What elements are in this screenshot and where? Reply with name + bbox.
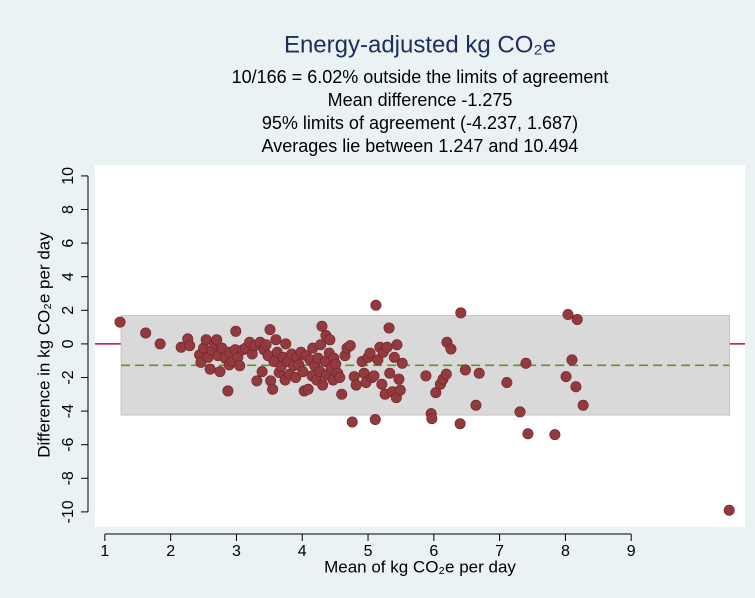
point: [459, 364, 471, 376]
point: [315, 339, 327, 351]
point: [270, 334, 282, 346]
point: [368, 370, 380, 382]
point: [549, 429, 561, 441]
point: [440, 368, 452, 380]
point: [520, 357, 532, 369]
x-tick-label: 3: [232, 543, 241, 560]
point: [571, 314, 583, 326]
point: [372, 354, 384, 366]
point: [384, 367, 396, 379]
point: [316, 320, 328, 332]
y-tick-label: -2: [60, 370, 77, 384]
point: [302, 383, 314, 395]
point: [514, 406, 526, 418]
point: [290, 371, 302, 383]
point: [560, 371, 572, 383]
point: [381, 341, 393, 353]
y-axis-label: Difference in kg CO₂e per day: [34, 232, 53, 458]
point: [251, 375, 263, 387]
x-axis-label: Mean of kg CO₂e per day: [324, 557, 516, 576]
point: [346, 416, 358, 428]
point: [391, 339, 403, 351]
point: [256, 366, 268, 378]
point: [184, 340, 196, 352]
point: [396, 357, 408, 369]
x-tick-label: 1: [100, 543, 109, 560]
point: [317, 379, 329, 391]
subtitle: 10/166 = 6.02% outside the limits of agr…: [232, 67, 609, 87]
point: [445, 343, 457, 355]
point: [370, 299, 382, 311]
point: [473, 367, 485, 379]
point: [204, 363, 216, 375]
point: [577, 399, 589, 411]
point: [570, 381, 582, 393]
x-tick-label: 5: [364, 543, 373, 560]
point: [376, 378, 388, 390]
point: [330, 358, 342, 370]
point: [280, 338, 292, 350]
point: [430, 387, 442, 399]
point: [562, 309, 574, 321]
point: [364, 347, 376, 359]
point: [522, 428, 534, 440]
point: [455, 307, 467, 319]
point: [234, 360, 246, 372]
point: [501, 377, 513, 389]
point: [454, 418, 466, 430]
point: [297, 366, 309, 378]
y-tick-label: -10: [60, 500, 77, 523]
point: [383, 322, 395, 334]
point: [393, 373, 405, 385]
point: [114, 316, 126, 328]
point: [470, 399, 482, 411]
point: [336, 388, 348, 400]
x-tick-label: 7: [495, 543, 504, 560]
point: [369, 413, 381, 425]
x-tick-label: 2: [166, 543, 175, 560]
x-tick-label: 8: [561, 543, 570, 560]
y-tick-label: 6: [60, 239, 77, 248]
point: [214, 366, 226, 378]
x-tick-label: 6: [429, 543, 438, 560]
subtitle: 95% limits of agreement (-4.237, 1.687): [262, 113, 578, 133]
point: [211, 334, 223, 346]
point: [222, 385, 234, 397]
y-tick-label: 2: [60, 306, 77, 315]
point: [344, 340, 356, 352]
point: [420, 370, 432, 382]
x-tick-label: 4: [298, 543, 307, 560]
y-tick-label: -4: [60, 404, 77, 418]
y-tick-label: -8: [60, 471, 77, 485]
y-tick-label: 10: [60, 167, 77, 185]
point: [324, 334, 336, 346]
point: [230, 325, 242, 337]
point: [426, 413, 438, 425]
subtitle: Averages lie between 1.247 and 10.494: [262, 136, 579, 156]
point: [140, 327, 152, 339]
point: [334, 371, 346, 383]
subtitle: Mean difference -1.275: [328, 90, 513, 110]
y-tick-label: 8: [60, 205, 77, 214]
point: [264, 324, 276, 336]
point: [566, 354, 578, 366]
point: [154, 338, 166, 350]
chart-title: Energy-adjusted kg CO₂e: [284, 31, 556, 58]
x-tick-label: 9: [627, 543, 636, 560]
point: [260, 339, 272, 351]
point: [723, 504, 735, 516]
point: [388, 351, 400, 363]
point: [350, 379, 362, 391]
point: [394, 384, 406, 396]
y-tick-label: -6: [60, 437, 77, 451]
point: [267, 383, 279, 395]
y-tick-label: 0: [60, 339, 77, 348]
y-tick-label: 4: [60, 272, 77, 281]
